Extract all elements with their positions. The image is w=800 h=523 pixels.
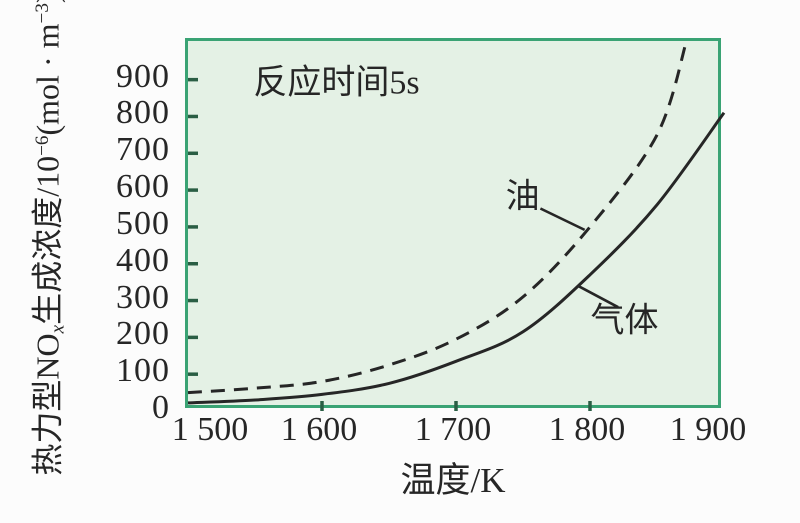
leader-line-gas <box>577 284 619 309</box>
curve-oil <box>187 40 688 395</box>
y-axis-title-text: ) <box>30 0 66 3</box>
y-tick-label: 400 <box>116 241 170 279</box>
curve-gas <box>187 111 726 405</box>
plot-area <box>185 38 726 411</box>
x-tick-label: 1 900 <box>669 411 747 448</box>
x-tick-label: 1 800 <box>548 411 626 448</box>
y-tick-label: 700 <box>116 131 170 169</box>
annotation-reaction-time: 反应时间5s <box>253 64 420 102</box>
y-tick-label: 100 <box>116 352 170 390</box>
y-tick-label: 0 <box>152 389 170 426</box>
y-tick-label: 600 <box>116 168 170 206</box>
series-label-oil: 油 <box>505 178 540 216</box>
y-tick-label: 900 <box>116 57 170 95</box>
x-tick-label: 1 500 <box>171 411 249 448</box>
y-tick-label: 200 <box>116 315 170 353</box>
y-tick-label: 500 <box>116 204 170 242</box>
y-tick-label: 300 <box>116 278 170 316</box>
x-axis-title: 温度/K <box>400 461 506 500</box>
x-tick-label: 1 700 <box>414 411 492 448</box>
plot-canvas <box>187 40 726 411</box>
y-axis-title-exponent: −3 <box>32 3 54 24</box>
leader-line-oil <box>539 207 586 232</box>
y-tick-label: 800 <box>116 94 170 132</box>
series-label-gas: 气体 <box>590 302 659 340</box>
x-tick-label: 1 600 <box>280 411 358 448</box>
